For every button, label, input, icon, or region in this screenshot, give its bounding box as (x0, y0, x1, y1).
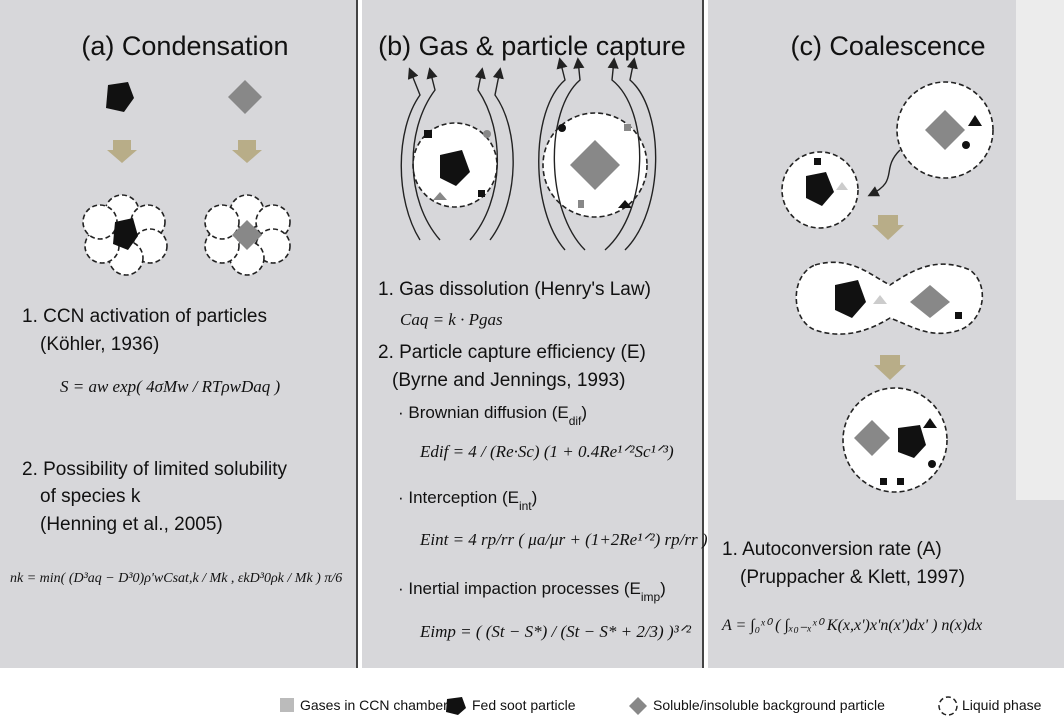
legend-label: Fed soot particle (472, 697, 576, 713)
legend-label: Soluble/insoluble background particle (653, 697, 885, 713)
legend-label: Liquid phase (962, 697, 1042, 713)
heading: 2. Particle capture efficiency (E) (378, 342, 646, 363)
condensation-graphic (82, 80, 291, 276)
equation: Edif = 4 / (Re·Sc) (1 + 0.4Re¹ᐟ²Sc¹ᐟ³) (419, 442, 674, 461)
coalescence-graphic (781, 81, 994, 493)
citation: (Byrne and Jennings, 1993) (392, 370, 625, 391)
equation: Caq = k · Pgas (400, 310, 503, 329)
term: · Interception (Eint) (398, 488, 537, 513)
equation: Eint = 4 rp/rr ( μa/μr + (1+2Re¹ᐟ²) rp/r… (419, 530, 708, 549)
panel-title: (c) Coalescence (790, 31, 985, 61)
heading: 1. CCN activation of particles (22, 306, 267, 327)
legend: Gases in CCN chamber Fed soot particle S… (280, 696, 1042, 716)
heading: 1. Gas dissolution (Henry's Law) (378, 279, 651, 300)
equation: A = ∫₀ˣ⁰ ( ∫ₓ₀₋ₓˣ⁰ K(x,x')x'n(x')dx' ) n… (721, 617, 982, 635)
heading: 1. Autoconversion rate (A) (722, 539, 942, 560)
legend-label: Gases in CCN chamber (300, 697, 448, 713)
panel-c-light (1016, 0, 1064, 500)
citation: (Henning et al., 2005) (40, 514, 223, 535)
panel-c (708, 0, 1064, 668)
citation: (Pruppacher & Klett, 1997) (740, 567, 965, 588)
heading: of species k (40, 486, 141, 507)
term: · Brownian diffusion (Edif) (398, 403, 587, 428)
heading: 2. Possibility of limited solubility (22, 459, 288, 480)
panel-b (362, 0, 702, 668)
panel-title: (b) Gas & particle capture (378, 31, 686, 61)
citation: (Köhler, 1936) (40, 334, 159, 355)
capture-graphic (400, 57, 657, 251)
term: · Inertial impaction processes (Eimp) (398, 579, 666, 604)
panel-title: (a) Condensation (81, 31, 288, 61)
equation: nk = min( (D³aq − D³0)ρ'wCsat,k / Mk , ε… (10, 571, 342, 586)
equation: S = aw exp( 4σMw / RTρwDaq ) (60, 377, 281, 396)
panel-a (0, 0, 356, 668)
equation: Eimp = ( (St − S*) / (St − S* + 2/3) )³ᐟ… (419, 622, 692, 641)
